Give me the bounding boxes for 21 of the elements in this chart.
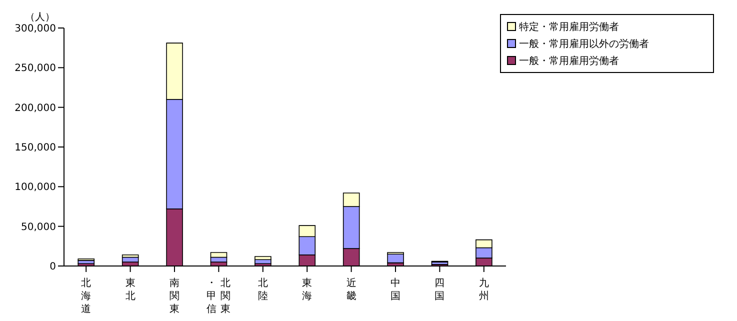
category-label: 北関東・甲信 xyxy=(206,278,231,315)
y-tick-label: 100,000 xyxy=(14,182,56,194)
y-tick-label: 50,000 xyxy=(21,222,56,233)
y-tick-label: 150,000 xyxy=(14,142,56,154)
legend-label: 一般・常用雇用以外の労働者 xyxy=(519,38,649,50)
x-tick-label: 東海 xyxy=(302,277,312,302)
legend-label: 特定・常用雇用労働者 xyxy=(519,20,619,34)
legend-label: 一般・常用雇用労働者 xyxy=(519,54,619,68)
x-tick-label: 中国 xyxy=(390,277,400,302)
x-tick-label: 近畿 xyxy=(346,277,356,302)
y-tick-label: 250,000 xyxy=(14,63,56,74)
x-tick-label: 東北 xyxy=(125,277,136,302)
y-tick-label: 200,000 xyxy=(14,102,56,114)
x-tick-label: 北陸 xyxy=(258,277,268,302)
x-tick-label: 南関東 xyxy=(170,277,180,315)
x-tick-label: 四国 xyxy=(434,278,445,302)
x-tick-label: 北海道 xyxy=(81,277,92,315)
y-tick-label: 300,000 xyxy=(14,24,56,35)
y-tick-label: 0 xyxy=(50,262,56,273)
y-axis-title: （人） xyxy=(25,12,55,23)
x-tick-label: 九州 xyxy=(478,277,489,302)
